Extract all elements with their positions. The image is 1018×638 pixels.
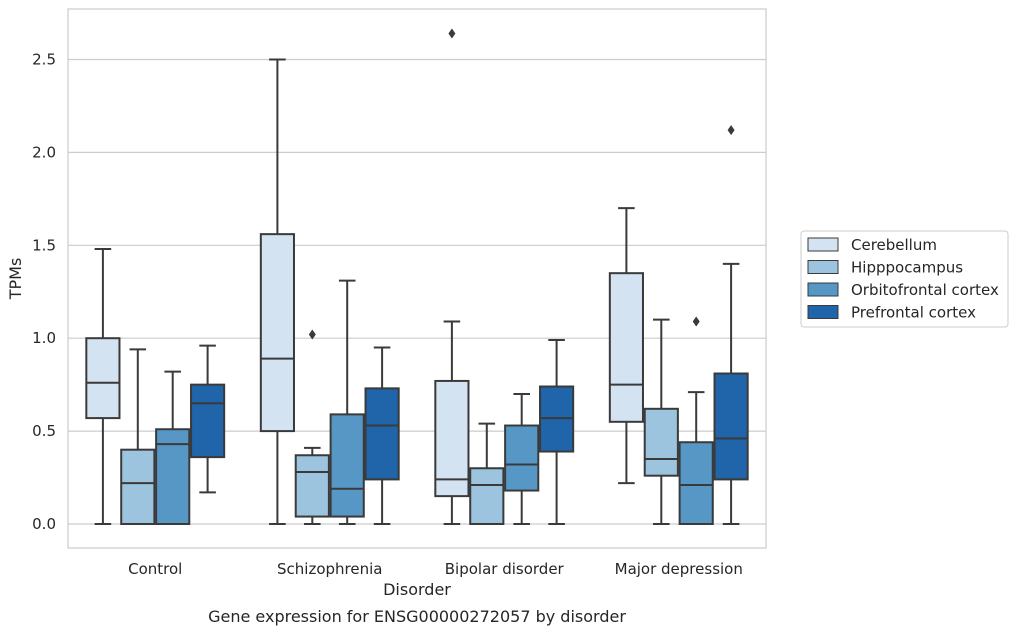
box-body	[469, 467, 505, 526]
box-major-depression-cerebellum	[608, 207, 644, 485]
box-bipolar-disorder-cerebellum	[434, 28, 470, 525]
y-tick-label: 1.5	[32, 236, 56, 254]
x-tick-label: Major depression	[615, 560, 743, 578]
legend-swatch-hipppocampus	[807, 260, 839, 274]
box-control-cerebellum	[85, 248, 121, 525]
box-body	[294, 454, 330, 518]
x-tick-label: Schizophrenia	[277, 560, 382, 578]
box-body	[504, 424, 540, 492]
figure-caption: Gene expression for ENSG00000272057 by d…	[208, 607, 626, 626]
y-tick-label: 1.0	[32, 329, 56, 347]
y-tick-labels: 0.0 0.5 1.0 1.5 2.0 2.5	[32, 51, 56, 534]
box-body	[329, 413, 365, 518]
legend-swatch-prefrontal-cortex	[807, 305, 839, 319]
box-control-orbitofrontal-cortex	[155, 370, 191, 526]
outlier-marker	[692, 316, 700, 327]
legend-swatch-cerebellum	[807, 237, 839, 252]
box-major-depression-hipppocampus	[643, 318, 679, 525]
box-body	[120, 448, 156, 525]
box-control-prefrontal-cortex	[190, 344, 226, 494]
y-tick-label: 2.5	[32, 51, 56, 69]
legend-label-prefrontal-cortex: Prefrontal cortex	[851, 304, 976, 322]
outlier-marker	[727, 125, 735, 136]
legend-swatch-orbitofrontal-cortex	[807, 282, 839, 297]
y-tick-label: 2.0	[32, 143, 56, 161]
box-body	[434, 379, 470, 498]
box-bipolar-disorder-orbitofrontal-cortex	[504, 392, 540, 525]
y-tick-label: 0.0	[32, 515, 56, 533]
box-bipolar-disorder-hipppocampus	[469, 422, 505, 526]
box-body	[259, 233, 295, 433]
x-tick-label: Control	[128, 560, 182, 578]
box-schizophrenia-hipppocampus	[294, 329, 330, 525]
legend-label-orbitofrontal-cortex: Orbitofrontal cortex	[851, 281, 999, 299]
plot-frame	[67, 8, 767, 549]
box-schizophrenia-orbitofrontal-cortex	[329, 279, 365, 525]
box-control-hipppocampus	[120, 348, 156, 525]
legend: Cerebellum Hipppocampus Orbitofrontal cort…	[800, 230, 1009, 328]
outlier-marker	[448, 28, 456, 39]
box-groups	[85, 28, 749, 526]
y-axis-label: TPMs	[6, 258, 25, 301]
y-tick-label: 0.5	[32, 422, 56, 440]
box-body	[85, 337, 121, 420]
box-body	[608, 272, 644, 423]
x-tick-label: Bipolar disorder	[445, 560, 565, 578]
box-body	[678, 441, 714, 525]
box-major-depression-orbitofrontal-cortex	[678, 316, 714, 525]
x-tick-labels: Control Schizophrenia Bipolar disorder Majo…	[128, 560, 743, 578]
box-body	[190, 383, 226, 459]
box-body	[364, 387, 400, 481]
legend-frame	[800, 230, 1009, 328]
outlier-marker	[308, 329, 316, 340]
box-bipolar-disorder-prefrontal-cortex	[539, 339, 575, 525]
box-body	[713, 372, 749, 481]
box-schizophrenia-cerebellum	[259, 58, 295, 525]
legend-label-cerebellum: Cerebellum	[851, 236, 937, 254]
box-major-depression-prefrontal-cortex	[713, 125, 749, 525]
x-axis-label: Disorder	[383, 580, 451, 599]
box-schizophrenia-prefrontal-cortex	[364, 346, 400, 525]
legend-label-hipppocampus: Hipppocampus	[851, 259, 963, 277]
box-body	[643, 407, 679, 477]
